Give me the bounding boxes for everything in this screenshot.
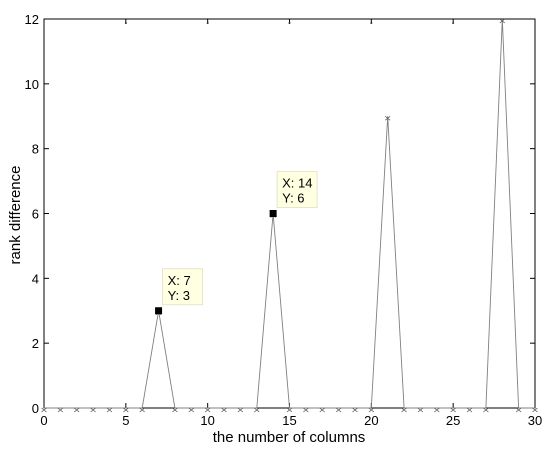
marker-stroke (139, 407, 145, 413)
y-tick-label: 10 (25, 77, 39, 92)
marker-stroke (57, 407, 64, 413)
y-tick-label: 2 (32, 336, 39, 351)
y-tick-label: 4 (32, 271, 39, 286)
data-point (401, 407, 407, 413)
datatip-x-label: X: 14 (282, 176, 312, 191)
x-tick-label: 20 (364, 413, 378, 428)
marker-stroke (90, 407, 96, 413)
data-point (532, 407, 538, 413)
series-line (44, 18, 535, 409)
marker-stroke (335, 407, 342, 413)
top-dot (370, 22, 373, 24)
marker-stroke (483, 407, 489, 413)
top-dot (452, 22, 455, 24)
data-point (368, 407, 375, 413)
marker-stroke (450, 407, 456, 413)
data-point (254, 407, 260, 413)
x-tick-label: 0 (40, 413, 47, 428)
marker-stroke (41, 407, 47, 413)
x-tick-label: 15 (282, 413, 296, 428)
marker-stroke (188, 407, 195, 413)
datatip-marker (155, 307, 163, 315)
data-point (499, 18, 506, 24)
data-point (515, 407, 522, 413)
y-tick-label: 12 (25, 12, 39, 27)
data-point (41, 407, 47, 413)
datatip-x-label: X: 7 (168, 273, 191, 288)
data-point (139, 407, 145, 413)
marker-stroke (73, 407, 80, 413)
marker-stroke (106, 407, 113, 413)
data-point (221, 407, 227, 413)
data-point (352, 407, 358, 413)
x-axis-label: the number of columns (213, 429, 366, 446)
marker-stroke (123, 407, 129, 413)
x-tick-label: 30 (528, 413, 542, 428)
data-point (57, 407, 64, 413)
top-dot (288, 22, 291, 24)
marker-stroke (466, 407, 473, 413)
tick-labels: 0 5 10 15 20 25 30 0 2 4 6 8 10 12 (25, 12, 543, 428)
data-point (384, 115, 391, 121)
datatip-marker (269, 210, 277, 217)
data-point (123, 407, 129, 413)
data-point (90, 407, 96, 413)
y-tick-label: 0 (32, 401, 39, 416)
marker-stroke (401, 407, 407, 413)
top-dot (124, 22, 127, 24)
data-point (466, 407, 473, 413)
marker-stroke (532, 407, 538, 413)
x-tick-label: 10 (200, 413, 214, 428)
datatip-box (276, 171, 318, 208)
marker-stroke (417, 407, 424, 413)
series-layer (41, 18, 538, 413)
marker-stroke (286, 407, 293, 413)
data-point (434, 407, 440, 413)
data-point (483, 407, 489, 413)
data-point (286, 407, 293, 413)
y-tick-label: 6 (32, 207, 39, 222)
x-tick-label: 25 (446, 413, 460, 428)
plot-border (43, 18, 536, 409)
data-point (303, 407, 309, 413)
marker-stroke (319, 407, 325, 413)
axes-frame (43, 18, 536, 409)
marker-stroke (254, 407, 260, 413)
data-point (172, 407, 178, 413)
marker-stroke (384, 115, 391, 121)
y-axis-label: rank difference (7, 166, 24, 265)
marker-stroke (221, 407, 227, 413)
data-point (319, 407, 325, 413)
data-point (204, 407, 211, 413)
marker-stroke (237, 407, 244, 413)
datatip: X: 7Y: 3 (155, 268, 203, 315)
data-point (73, 407, 80, 413)
datatip-y-label: Y: 6 (282, 191, 304, 206)
data-point (335, 407, 342, 413)
marker-stroke (172, 407, 178, 413)
marker-stroke (303, 407, 309, 413)
data-point (450, 407, 456, 413)
data-point (237, 407, 244, 413)
marker-stroke (515, 407, 522, 413)
data-point (106, 407, 113, 413)
datatip-y-label: Y: 3 (168, 288, 190, 303)
data-point (417, 407, 424, 413)
marker-stroke (352, 407, 358, 413)
top-dot (206, 22, 209, 24)
datatips-layer: X: 7Y: 3 X: 14Y: 6 (155, 171, 318, 315)
x-tick-label: 5 (122, 413, 129, 428)
marker-stroke (434, 407, 440, 413)
marker-stroke (204, 407, 211, 413)
axis-ticks (43, 18, 536, 409)
data-point (188, 407, 195, 413)
datatip: X: 14Y: 6 (269, 171, 318, 217)
datatip-box (162, 268, 203, 306)
marker-stroke (499, 18, 506, 24)
marker-stroke (368, 407, 375, 413)
y-tick-label: 8 (32, 142, 39, 157)
